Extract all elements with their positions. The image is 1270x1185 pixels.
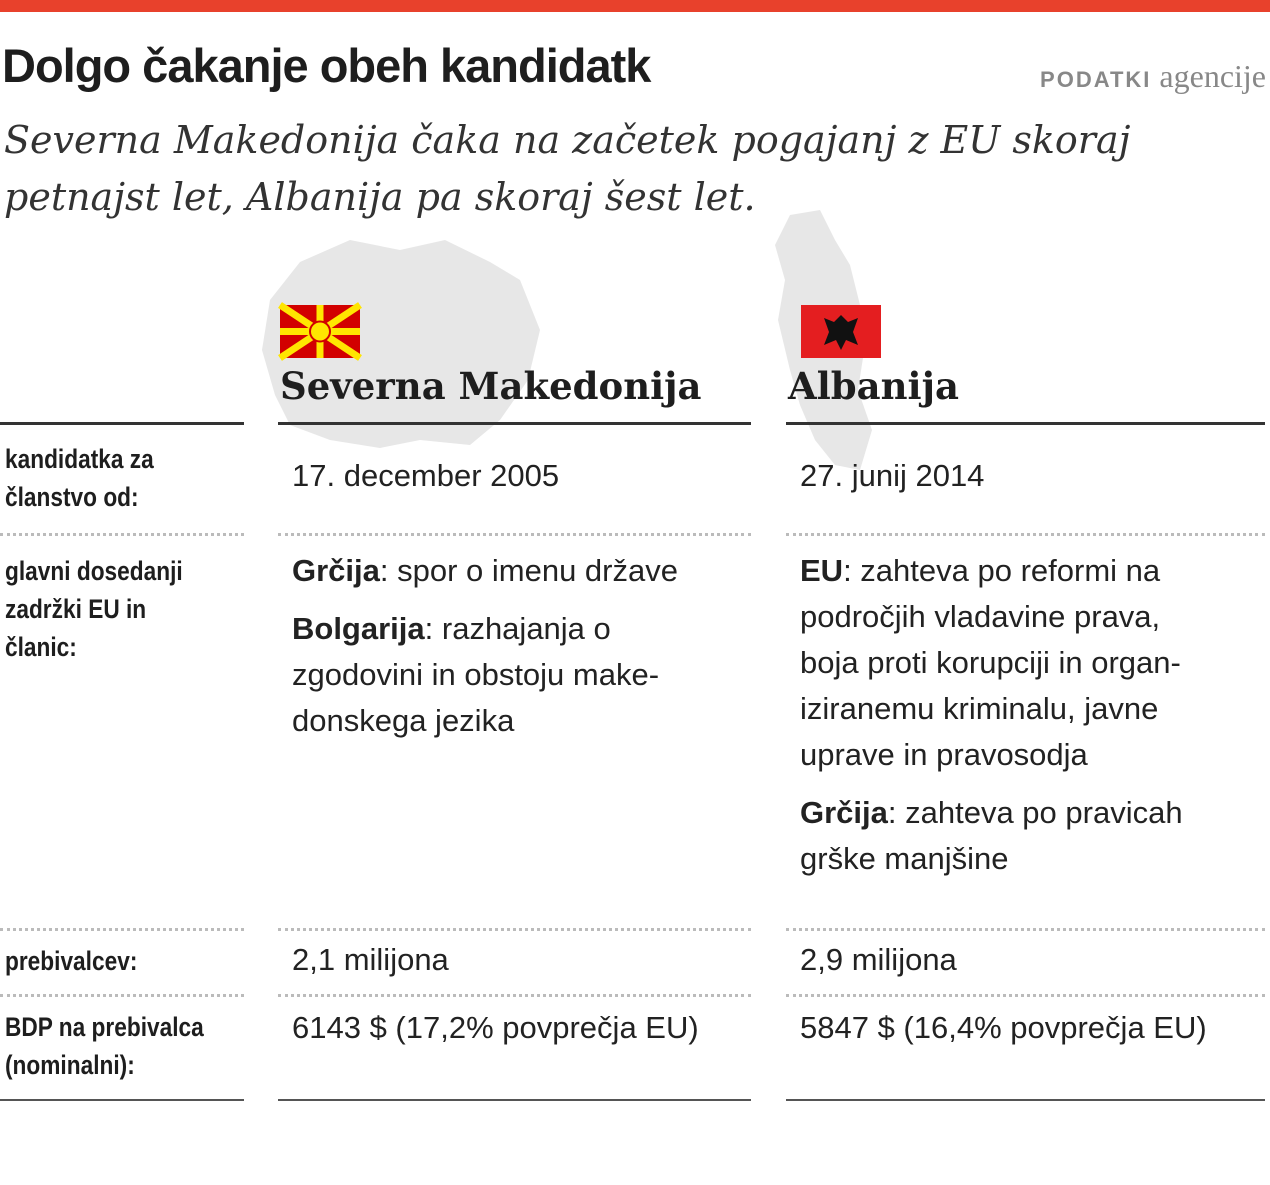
bold-term: Grčija xyxy=(292,553,380,588)
text-line: 2,1 milijona xyxy=(292,937,449,983)
text: : spor o imenu države xyxy=(379,553,678,588)
subtitle: Severna Makedonija čaka na začetek pogaj… xyxy=(4,112,1130,226)
rule-line xyxy=(0,1099,244,1101)
text: : razhajanja o xyxy=(424,611,611,646)
source-label: PODATKI xyxy=(1040,67,1152,92)
text-line: Grčija: zahteva po pravicah xyxy=(800,790,1183,836)
row-label-line: zadržki EU in xyxy=(5,594,147,624)
rule-line xyxy=(278,1099,751,1101)
text-line: 17. december 2005 xyxy=(292,453,559,499)
text-line: grške manjšine xyxy=(800,836,1183,882)
row-label: BDP na prebivalca (nominalni): xyxy=(5,1008,204,1084)
text-line: Bolgarija: razhajanja o xyxy=(292,606,678,652)
rule-line xyxy=(786,1099,1265,1101)
dotted-line xyxy=(0,928,244,931)
text-line: 6143 $ (17,2% povprečja EU) xyxy=(292,1005,699,1051)
flag-north-macedonia xyxy=(278,302,362,361)
bold-term: EU xyxy=(800,553,844,588)
paragraph: 6143 $ (17,2% povprečja EU) xyxy=(292,1005,699,1051)
text-line: Grčija: spor o imenu države xyxy=(292,548,678,594)
row-label-line: kandidatka za xyxy=(5,444,154,474)
text: grške manjšine xyxy=(800,841,1009,876)
column-heading: Albanija xyxy=(788,364,959,408)
text-line: 27. junij 2014 xyxy=(800,453,984,499)
cell: 2,1 milijona xyxy=(292,937,449,995)
paragraph: 2,9 milijona xyxy=(800,937,957,983)
rule-line xyxy=(786,422,1265,425)
text-line: 2,9 milijona xyxy=(800,937,957,983)
bold-term: Bolgarija xyxy=(292,611,425,646)
row-label-line: prebivalcev: xyxy=(5,946,138,976)
source: PODATKI agencije xyxy=(1040,58,1266,95)
dotted-line xyxy=(278,533,751,536)
paragraph: 5847 $ (16,4% povprečja EU) xyxy=(800,1005,1207,1051)
paragraph: Grčija: spor o imenu države xyxy=(292,548,678,594)
text: 17. december 2005 xyxy=(292,458,560,493)
text: zgodovini in obstoju make- xyxy=(292,657,660,692)
cell: Grčija: spor o imenu države Bolgarija: ra… xyxy=(292,548,678,756)
paragraph: 17. december 2005 xyxy=(292,453,559,499)
row-label: prebivalcev: xyxy=(5,942,137,980)
text-line: 5847 $ (16,4% povprečja EU) xyxy=(800,1005,1207,1051)
paragraph: 2,1 milijona xyxy=(292,937,449,983)
cell: 17. december 2005 xyxy=(292,453,559,511)
text: donskega jezika xyxy=(292,703,515,738)
dotted-line xyxy=(786,994,1265,997)
rule-line xyxy=(0,422,244,425)
map-north-macedonia xyxy=(262,240,540,448)
cell: EU: zahteva po reformi na področjih vlada… xyxy=(800,548,1183,894)
cell: 27. junij 2014 xyxy=(800,453,984,511)
row-label-line: (nominalni): xyxy=(5,1050,135,1080)
row-label-line: glavni dosedanji xyxy=(5,556,183,586)
text: : zahteva po pravicah xyxy=(887,795,1183,830)
text: področjih vladavine prava, xyxy=(800,599,1161,634)
dotted-line xyxy=(0,533,244,536)
dotted-line xyxy=(0,994,244,997)
text: 2,9 milijona xyxy=(800,942,957,977)
cell: 5847 $ (16,4% povprečja EU) xyxy=(800,1005,1207,1063)
title: Dolgo čakanje obeh kandidatk xyxy=(2,39,651,92)
subtitle-line: Severna Makedonija čaka na začetek pogaj… xyxy=(4,118,1131,162)
dotted-line xyxy=(278,928,751,931)
row-label-line: članstvo od: xyxy=(5,482,139,512)
text: 27. junij 2014 xyxy=(800,458,985,493)
subtitle-line: petnajst let, Albanija pa skoraj šest le… xyxy=(4,175,756,219)
dotted-line xyxy=(786,533,1265,536)
source-name: agencije xyxy=(1159,58,1266,94)
text: iziranemu kriminalu, javne xyxy=(800,691,1159,726)
text: uprave in pravosodja xyxy=(800,737,1088,772)
column-heading: Severna Makedonija xyxy=(280,364,702,408)
row-label-line: BDP na prebivalca xyxy=(5,1012,204,1042)
text-line: področjih vladavine prava, xyxy=(800,594,1183,640)
flag-albania xyxy=(801,305,881,358)
paragraph: Grčija: zahteva po pravicah grške manjšin… xyxy=(800,790,1183,882)
paragraph: Bolgarija: razhajanja o zgodovini in obst… xyxy=(292,606,678,744)
top-bar xyxy=(0,0,1270,12)
row-label-line: članic: xyxy=(5,632,77,662)
text-line: EU: zahteva po reformi na xyxy=(800,548,1183,594)
row-label: glavni dosedanji zadržki EU in članic: xyxy=(5,552,183,666)
text-line: zgodovini in obstoju make- xyxy=(292,652,678,698)
text-line: boja proti korupciji in organ- xyxy=(800,640,1183,686)
rule-line xyxy=(278,422,751,425)
row-label: kandidatka za članstvo od: xyxy=(5,440,154,516)
text: 6143 $ (17,2% povprečja EU) xyxy=(292,1010,699,1045)
paragraph: EU: zahteva po reformi na področjih vlada… xyxy=(800,548,1183,778)
text: : zahteva po reformi na xyxy=(843,553,1161,588)
bold-term: Grčija xyxy=(800,795,888,830)
text-line: iziranemu kriminalu, javne xyxy=(800,686,1183,732)
text-line: uprave in pravosodja xyxy=(800,732,1183,778)
cell: 6143 $ (17,2% povprečja EU) xyxy=(292,1005,699,1063)
cell: 2,9 milijona xyxy=(800,937,957,995)
dotted-line xyxy=(278,994,751,997)
text: 5847 $ (16,4% povprečja EU) xyxy=(800,1010,1207,1045)
dotted-line xyxy=(786,928,1265,931)
text-line: donskega jezika xyxy=(292,698,678,744)
text: boja proti korupciji in organ- xyxy=(800,645,1181,680)
text: 2,1 milijona xyxy=(292,942,449,977)
paragraph: 27. junij 2014 xyxy=(800,453,984,499)
